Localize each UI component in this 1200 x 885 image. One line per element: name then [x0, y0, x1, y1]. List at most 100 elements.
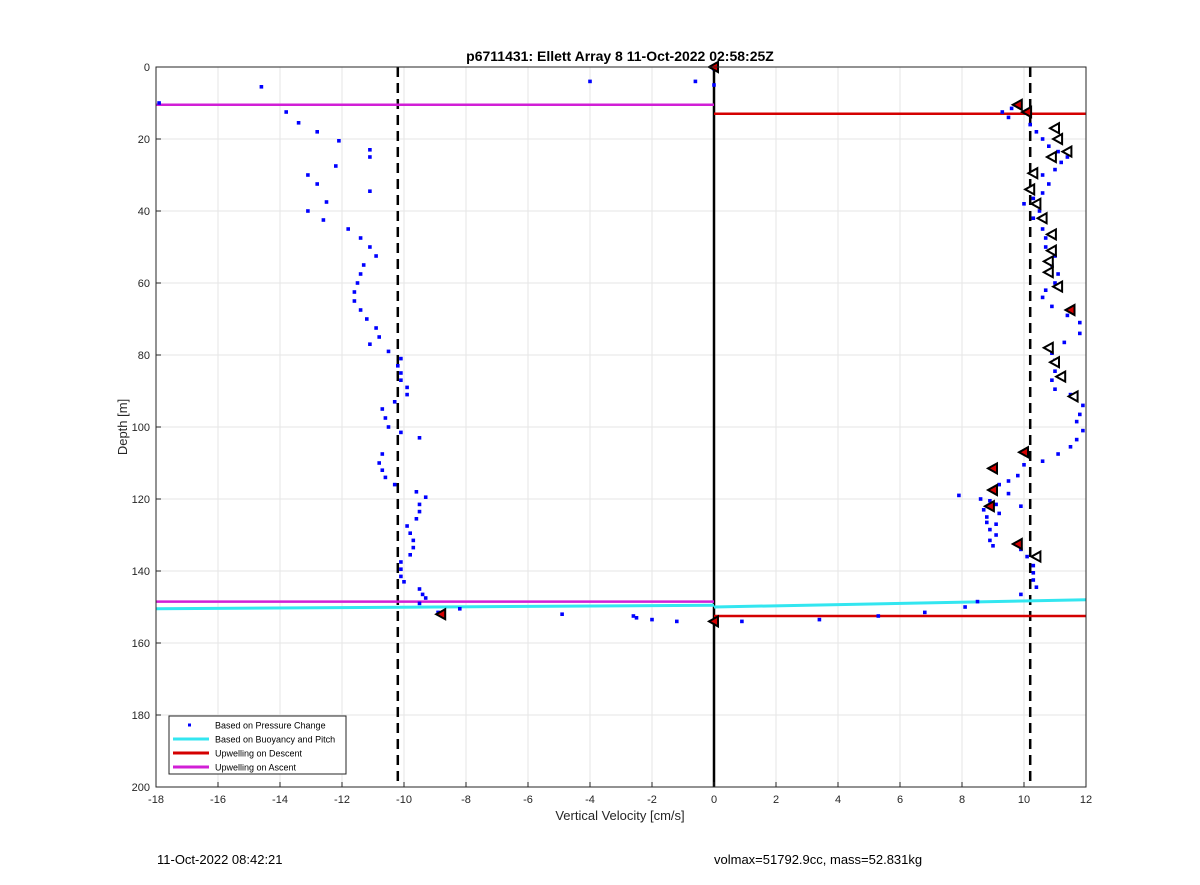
pressure-point — [399, 574, 403, 579]
pressure-point — [1037, 209, 1042, 213]
x-tick-label: 12 — [1080, 794, 1092, 806]
buoyancy-marker-open — [1041, 341, 1054, 355]
x-tick-label: -14 — [272, 794, 288, 806]
buoyancy-marker-filled — [1063, 303, 1076, 317]
pressure-point — [315, 182, 319, 186]
pressure-point — [1053, 167, 1057, 172]
pressure-point — [985, 520, 989, 525]
pressure-point — [358, 272, 363, 276]
pressure-point — [399, 356, 403, 361]
pressure-point — [1019, 592, 1023, 597]
buoyancy-marker-open — [1041, 254, 1054, 269]
pressure-point — [392, 482, 397, 487]
pressure-point — [358, 236, 363, 240]
pressure-point — [296, 121, 301, 125]
axes: -18 -16 -14 -12 -10 -8 -6 -4 -2 0 2 4 6 8 10 1202040608… — [132, 62, 1092, 806]
pressure-point — [991, 544, 995, 548]
pressure-point — [380, 468, 385, 472]
pressure-point — [411, 545, 416, 550]
pressure-point — [923, 610, 927, 615]
pressure-point — [365, 317, 369, 321]
buoyancy-line — [155, 603, 715, 611]
legend-label: Based on Buoyancy and Pitch — [215, 735, 335, 745]
pressure-point — [650, 617, 654, 622]
pressure-point — [1068, 445, 1073, 449]
buoyancy-marker-open — [1029, 549, 1042, 564]
pressure-point — [346, 227, 350, 231]
pressure-point — [417, 436, 422, 440]
x-tick-label: -4 — [585, 794, 595, 806]
pressure-point — [1043, 236, 1048, 240]
pressure-point — [675, 619, 679, 624]
pressure-point — [414, 490, 419, 494]
buoyancy-marker-open — [1041, 265, 1054, 279]
pressure-point — [1022, 463, 1026, 467]
buoyancy-marker-filled — [982, 499, 995, 513]
pressure-point — [458, 607, 462, 611]
pressure-point — [405, 385, 409, 390]
pressure-point — [405, 392, 409, 397]
footer-summary: volmax=51792.9cc, mass=52.831kg — [714, 852, 923, 867]
pressure-point — [1040, 227, 1045, 231]
pressure-point — [1047, 144, 1051, 148]
pressure-point — [259, 85, 264, 89]
pressure-point — [1053, 369, 1057, 373]
buoyancy-marker-open — [1023, 182, 1036, 197]
pressure-point — [1047, 182, 1051, 186]
pressure-point — [957, 493, 961, 498]
pressure-point — [560, 612, 564, 616]
pressure-point — [1034, 130, 1039, 134]
pressure-point — [392, 400, 397, 404]
legend: Based on Pressure Change Based on Buoyanc… — [168, 715, 347, 775]
x-tick-label: -10 — [396, 794, 412, 806]
buoyancy-marker-filled — [1020, 105, 1033, 119]
pressure-point — [1031, 578, 1036, 582]
y-tick-label: 100 — [132, 422, 150, 434]
buoyancy-marker-filled — [706, 614, 719, 629]
pressure-point — [1053, 281, 1057, 285]
x-tick-label: -6 — [523, 794, 533, 806]
pressure-point — [963, 605, 967, 609]
pressure-point — [994, 502, 998, 507]
pressure-point — [1040, 173, 1045, 177]
pressure-point — [380, 452, 385, 456]
pressure-point — [355, 281, 360, 285]
pressure-point — [975, 599, 980, 604]
buoyancy-marker-open — [1054, 369, 1067, 384]
pressure-point — [740, 619, 744, 624]
pressure-point — [306, 173, 310, 177]
y-tick-label: 200 — [132, 782, 150, 794]
pressure-point — [997, 511, 1001, 516]
pressure-point — [1031, 216, 1036, 220]
pressure-point — [1040, 295, 1045, 300]
pressure-point — [399, 371, 403, 375]
legend-box — [168, 715, 347, 775]
grid — [155, 66, 1087, 788]
pressure-point — [978, 497, 983, 501]
pressure-point — [358, 308, 363, 312]
pressure-point — [405, 524, 409, 528]
buoyancy-marker-filled — [985, 483, 998, 497]
pressure-point — [1078, 320, 1082, 325]
pressure-point — [994, 522, 998, 526]
pressure-point — [1065, 155, 1070, 159]
buoyancy-marker-open — [1060, 144, 1073, 159]
pressure-point — [1031, 563, 1036, 568]
pressure-point — [157, 101, 161, 105]
legend-label: Upwelling on Descent — [215, 749, 303, 759]
x-tick-label: 0 — [711, 794, 717, 806]
pressure-point — [352, 290, 357, 294]
buoyancy-marker-open — [1051, 279, 1064, 294]
x-axis-label: Vertical Velocity [cm/s] — [555, 808, 684, 823]
pressure-point — [1043, 245, 1048, 249]
pressure-point — [1050, 378, 1054, 382]
pressure-point — [368, 189, 372, 193]
buoyancy-marker-open — [1044, 227, 1057, 242]
pressure-point — [399, 430, 403, 435]
buoyancy-marker-open — [1029, 197, 1042, 211]
pressure-point — [1056, 272, 1060, 276]
buoyancy-marker-open — [1035, 211, 1048, 225]
buoyancy-marker-open — [1051, 132, 1064, 146]
pressure-point — [817, 617, 822, 622]
